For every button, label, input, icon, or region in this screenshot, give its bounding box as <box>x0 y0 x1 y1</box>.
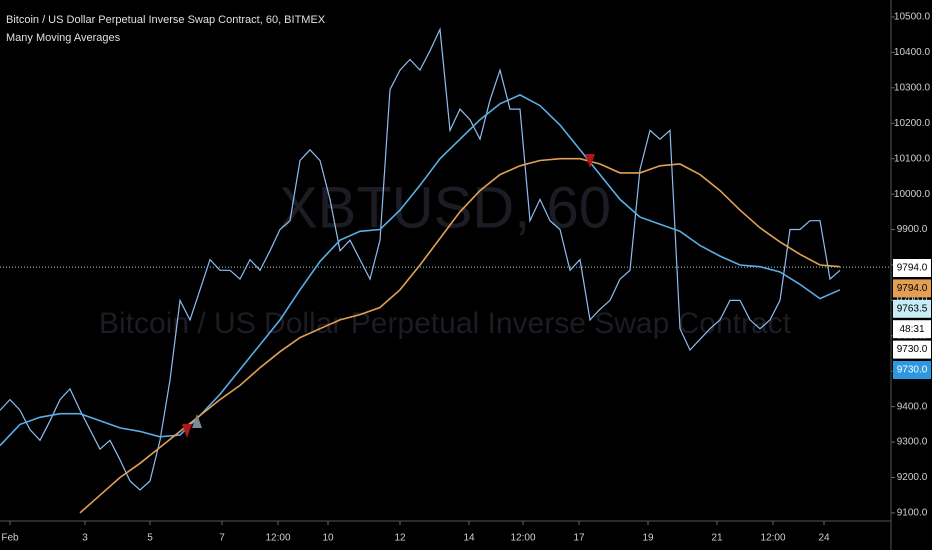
y-tick-label: 10500.0 <box>894 12 931 23</box>
signal-sell <box>182 424 192 438</box>
signal-sell <box>585 154 595 168</box>
watermark-name: Bitcoin / US Dollar Perpetual Inverse Sw… <box>99 307 792 340</box>
series-line <box>79 157 841 514</box>
x-tick-label: 7 <box>219 533 225 544</box>
plot <box>0 27 891 514</box>
x-tick-label: 12:00 <box>510 533 535 544</box>
price-label-box <box>893 320 931 339</box>
price-label: 9730.0 <box>897 344 928 355</box>
y-tick-label: 10200.0 <box>894 118 931 129</box>
y-tick-label: 9900.0 <box>897 224 928 235</box>
price-label: 48:31 <box>899 324 924 335</box>
series-line <box>0 94 841 447</box>
x-tick-label: 10 <box>322 533 334 544</box>
y-tick-label: 9100.0 <box>897 508 928 519</box>
x-tick-label: 12:00 <box>265 533 290 544</box>
price-label-box <box>893 259 931 277</box>
chart-title: Bitcoin / US Dollar Perpetual Inverse Sw… <box>6 14 326 26</box>
x-tick-label: 5 <box>147 533 153 544</box>
y-tick-label: 9300.0 <box>897 437 928 448</box>
y-tick-label: 10400.0 <box>894 47 931 58</box>
y-tick-label: 10000.0 <box>894 189 931 200</box>
price-label: 9730.0 <box>897 365 928 376</box>
x-tick-label: Feb <box>1 533 19 544</box>
x-tick-label: 21 <box>711 533 723 544</box>
x-tick-label: 12:00 <box>760 533 785 544</box>
y-tick-label: 9400.0 <box>897 401 928 412</box>
chart-subtitle: Many Moving Averages <box>6 32 121 44</box>
x-tick-label: 14 <box>463 533 475 544</box>
x-tick-label: 24 <box>818 533 830 544</box>
y-tick-label: 10300.0 <box>894 82 931 93</box>
y-tick-label: 10100.0 <box>894 153 931 164</box>
x-tick-label: 12 <box>394 533 406 544</box>
price-label-box <box>893 340 931 359</box>
x-tick-label: 17 <box>573 533 585 544</box>
y-tick-label: 9200.0 <box>897 472 928 483</box>
price-label-box <box>893 279 931 298</box>
price-label-box <box>893 299 931 318</box>
price-label: 9794.0 <box>897 263 928 274</box>
x-tick-label: 3 <box>82 533 88 544</box>
x-tick-label: 19 <box>642 533 654 544</box>
watermark-symbol: XBTUSD, 60 <box>279 175 611 240</box>
price-label: 9763.5 <box>897 303 928 314</box>
price-label: 9794.0 <box>897 283 928 294</box>
signal-buy <box>192 414 202 428</box>
price-label-box <box>893 361 931 379</box>
series-line <box>0 27 841 491</box>
